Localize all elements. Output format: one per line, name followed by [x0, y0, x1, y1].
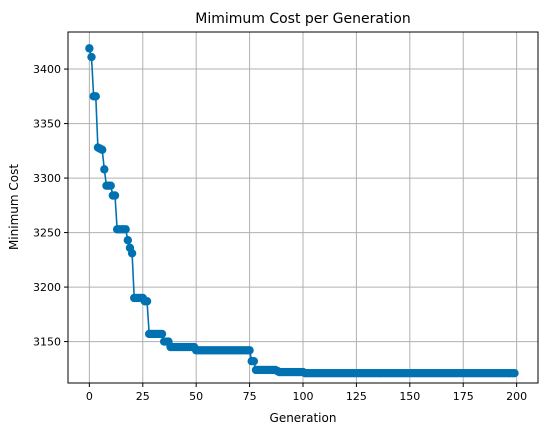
x-tick-label: 200 — [506, 390, 527, 403]
y-tick-label: 3250 — [33, 227, 61, 240]
y-tick-label: 3400 — [33, 63, 61, 76]
y-axis-label: Minimum Cost — [7, 164, 21, 250]
data-point — [121, 225, 130, 234]
x-axis-label: Generation — [270, 411, 337, 425]
x-tick-label: 150 — [399, 390, 420, 403]
data-point — [142, 297, 152, 306]
data-point — [85, 44, 94, 53]
axis-ticks: 0 25 50 75 100 125 150 175 200 3150 3200 3250 3300 33… — [33, 63, 527, 403]
series-layer — [85, 44, 519, 378]
x-tick-label: 75 — [243, 390, 257, 403]
data-point — [91, 92, 100, 101]
data-point — [127, 249, 137, 258]
data-point — [97, 145, 107, 154]
data-point — [106, 181, 115, 190]
data-point — [110, 191, 120, 200]
data-point — [87, 52, 96, 62]
data-point — [157, 329, 167, 339]
x-tick-label: 175 — [453, 390, 474, 403]
y-tick-label: 3300 — [33, 172, 61, 185]
data-point — [100, 165, 109, 174]
x-tick-label: 0 — [86, 390, 93, 403]
data-point — [249, 356, 259, 366]
x-tick-label: 25 — [136, 390, 150, 403]
data-point — [510, 368, 519, 378]
data-point — [123, 236, 133, 245]
x-tick-label: 125 — [346, 390, 367, 403]
y-tick-label: 3200 — [33, 281, 61, 294]
chart-title: Mimimum Cost per Generation — [195, 11, 410, 27]
data-point — [245, 346, 254, 355]
y-tick-label: 3150 — [33, 336, 61, 349]
x-tick-label: 50 — [189, 390, 203, 403]
x-tick-label: 100 — [293, 390, 314, 403]
y-tick-label: 3350 — [33, 118, 61, 131]
grid-lines — [68, 32, 538, 383]
